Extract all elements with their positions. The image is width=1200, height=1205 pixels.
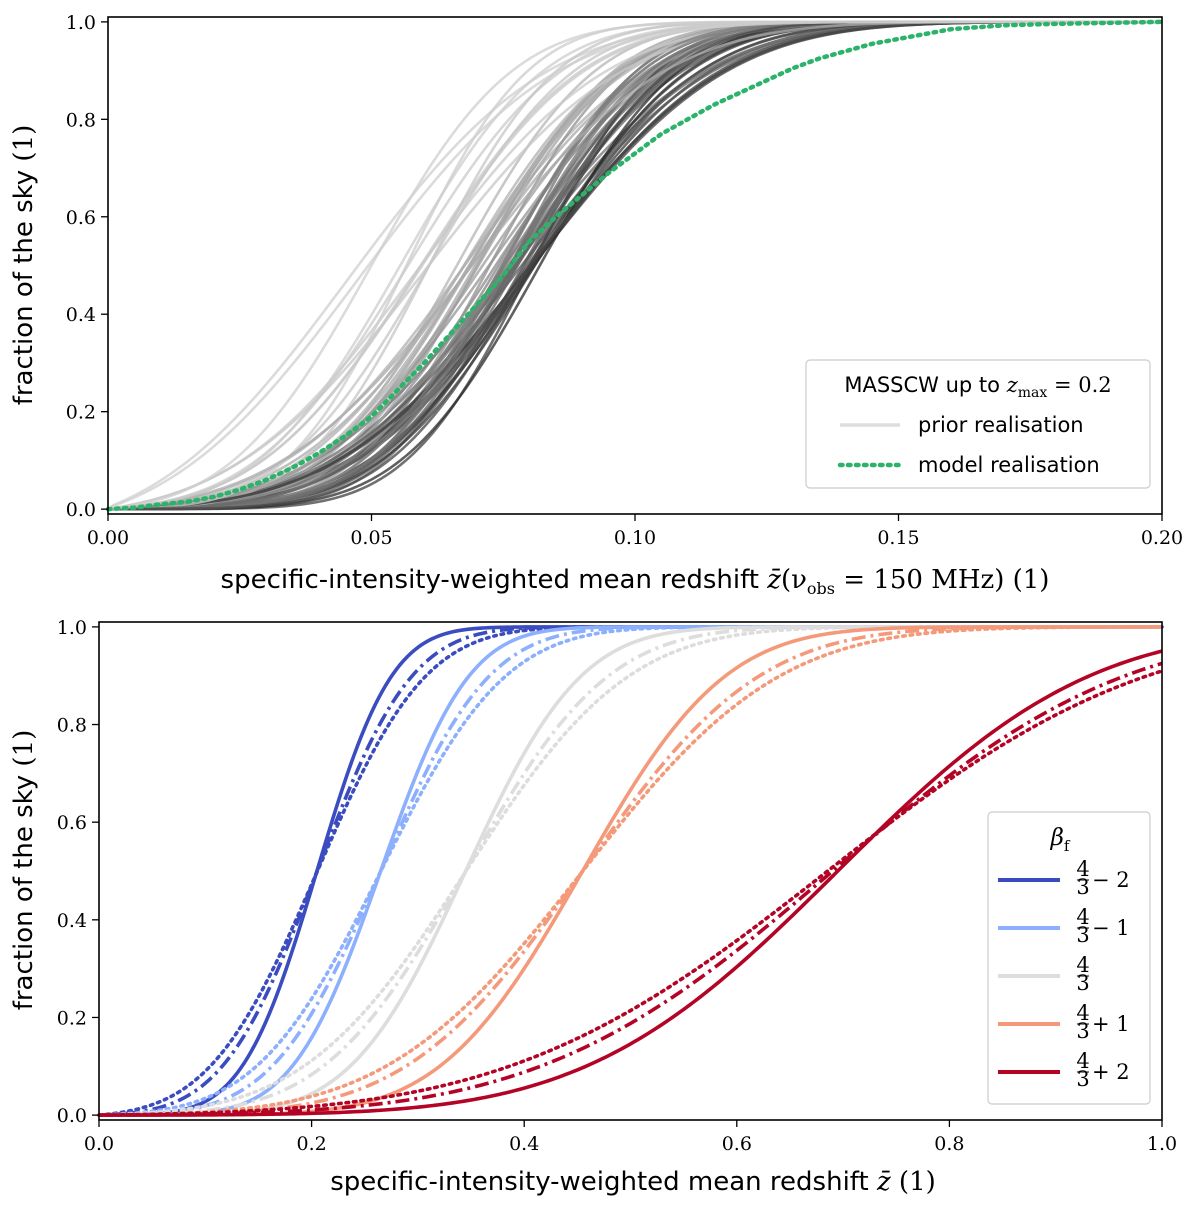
bottom-legend-frac-den: 3	[1076, 971, 1089, 995]
top-ytick-label: 0.4	[66, 304, 96, 326]
bottom-legend-frac-den: 3	[1076, 875, 1089, 899]
top-legend-box	[805, 359, 1151, 489]
bottom-ytick-label: 0.6	[57, 812, 87, 834]
bottom-legend-frac-den: 3	[1076, 923, 1089, 947]
top-ylabel: fraction of the sky (1)	[9, 125, 39, 406]
top-legend-title: MASSCW up to zmax = 0.2	[844, 373, 1111, 401]
top-legend-label-prior: prior realisation	[918, 413, 1084, 437]
beta-family-5-solid-line	[98, 649, 1163, 1117]
bottom-legend-frac-den: 3	[1076, 1019, 1089, 1043]
bottom-legend-title: βf	[1050, 825, 1071, 855]
bottom-legend-suffix: − 1	[1092, 916, 1130, 940]
top-ytick-label: 0.6	[66, 207, 96, 229]
bottom-ytick-label: 0.2	[57, 1007, 87, 1029]
top-xtick-label: 0.20	[1141, 527, 1183, 549]
bottom-legend-frac-num: 4	[1076, 905, 1089, 929]
bottom-xlabel: specific-intensity-weighted mean redshif…	[330, 1167, 936, 1197]
beta-family-5-dotted-line	[97, 669, 1164, 1117]
bottom-ticks: 0.0 0.2 0.4 0.6 0.8 1.0 0.0 0.2 0.4 0.6 0.8 1.0	[57, 617, 1177, 1155]
bottom-legend-frac-num: 4	[1076, 1049, 1089, 1073]
bottom-ytick-label: 0.8	[57, 715, 87, 737]
bottom-legend-frac-num: 4	[1076, 1001, 1089, 1025]
beta-family-4-dotted-line	[97, 625, 1164, 1117]
bottom-ytick-label: 0.0	[57, 1105, 87, 1127]
top-legend: MASSCW up to zmax = 0.2 prior realisatio…	[805, 359, 1151, 489]
beta-family-4-dashdot-line	[98, 625, 1162, 1117]
top-ticks: 0.00 0.05 0.10 0.15 0.20 0.0 0.2 0.4 0.6 0.8 1.0	[66, 12, 1183, 549]
bottom-legend-frac-den: 3	[1076, 1067, 1089, 1091]
top-xtick-label: 0.05	[350, 527, 392, 549]
top-xtick-label: 0.15	[877, 527, 919, 549]
bottom-xtick-label: 0.8	[934, 1133, 964, 1155]
top-ytick-label: 0.0	[66, 499, 96, 521]
bottom-legend-suffix: + 2	[1092, 1060, 1130, 1084]
top-xtick-label: 0.10	[614, 527, 656, 549]
top-legend-label-model: model realisation	[918, 453, 1100, 477]
top-ytick-label: 0.8	[66, 109, 96, 131]
bottom-xtick-label: 0.6	[722, 1133, 752, 1155]
bottom-xtick-label: 0.0	[84, 1133, 114, 1155]
bottom-xtick-label: 0.4	[509, 1133, 539, 1155]
bottom-curves	[97, 625, 1164, 1117]
bottom-xtick-label: 1.0	[1147, 1133, 1177, 1155]
top-curves	[105, 19, 1165, 512]
bottom-legend-frac-num: 4	[1076, 953, 1089, 977]
bottom-panel: 0.0 0.2 0.4 0.6 0.8 1.0 0.0 0.2 0.4 0.6 0.8 1.0 spe…	[9, 617, 1177, 1197]
bottom-xtick-label: 0.2	[296, 1133, 326, 1155]
bottom-legend-frac-num: 4	[1076, 857, 1089, 881]
beta-family-5-dashdot-line	[98, 661, 1163, 1117]
bottom-legend-suffix: + 1	[1092, 1012, 1130, 1036]
bottom-ylabel: fraction of the sky (1)	[9, 730, 39, 1011]
top-ytick-label: 1.0	[66, 12, 96, 34]
bottom-ytick-label: 1.0	[57, 617, 87, 639]
bottom-legend-box	[987, 811, 1151, 1105]
prior-realisation-line	[107, 20, 1162, 511]
top-panel: 0.00 0.05 0.10 0.15 0.20 0.0 0.2 0.4 0.6 0.8 1.0 s…	[9, 12, 1183, 598]
bottom-ytick-label: 0.4	[57, 910, 87, 932]
top-xtick-label: 0.00	[87, 527, 129, 549]
model-realisation-line	[105, 19, 1165, 512]
bottom-plot-frame	[98, 621, 1163, 1121]
top-xlabel: specific-intensity-weighted mean redshif…	[221, 565, 1050, 598]
beta-family-1-dashdot-line	[98, 625, 1162, 1117]
bottom-legend-suffix: − 2	[1092, 868, 1130, 892]
top-ytick-label: 0.2	[66, 402, 96, 424]
